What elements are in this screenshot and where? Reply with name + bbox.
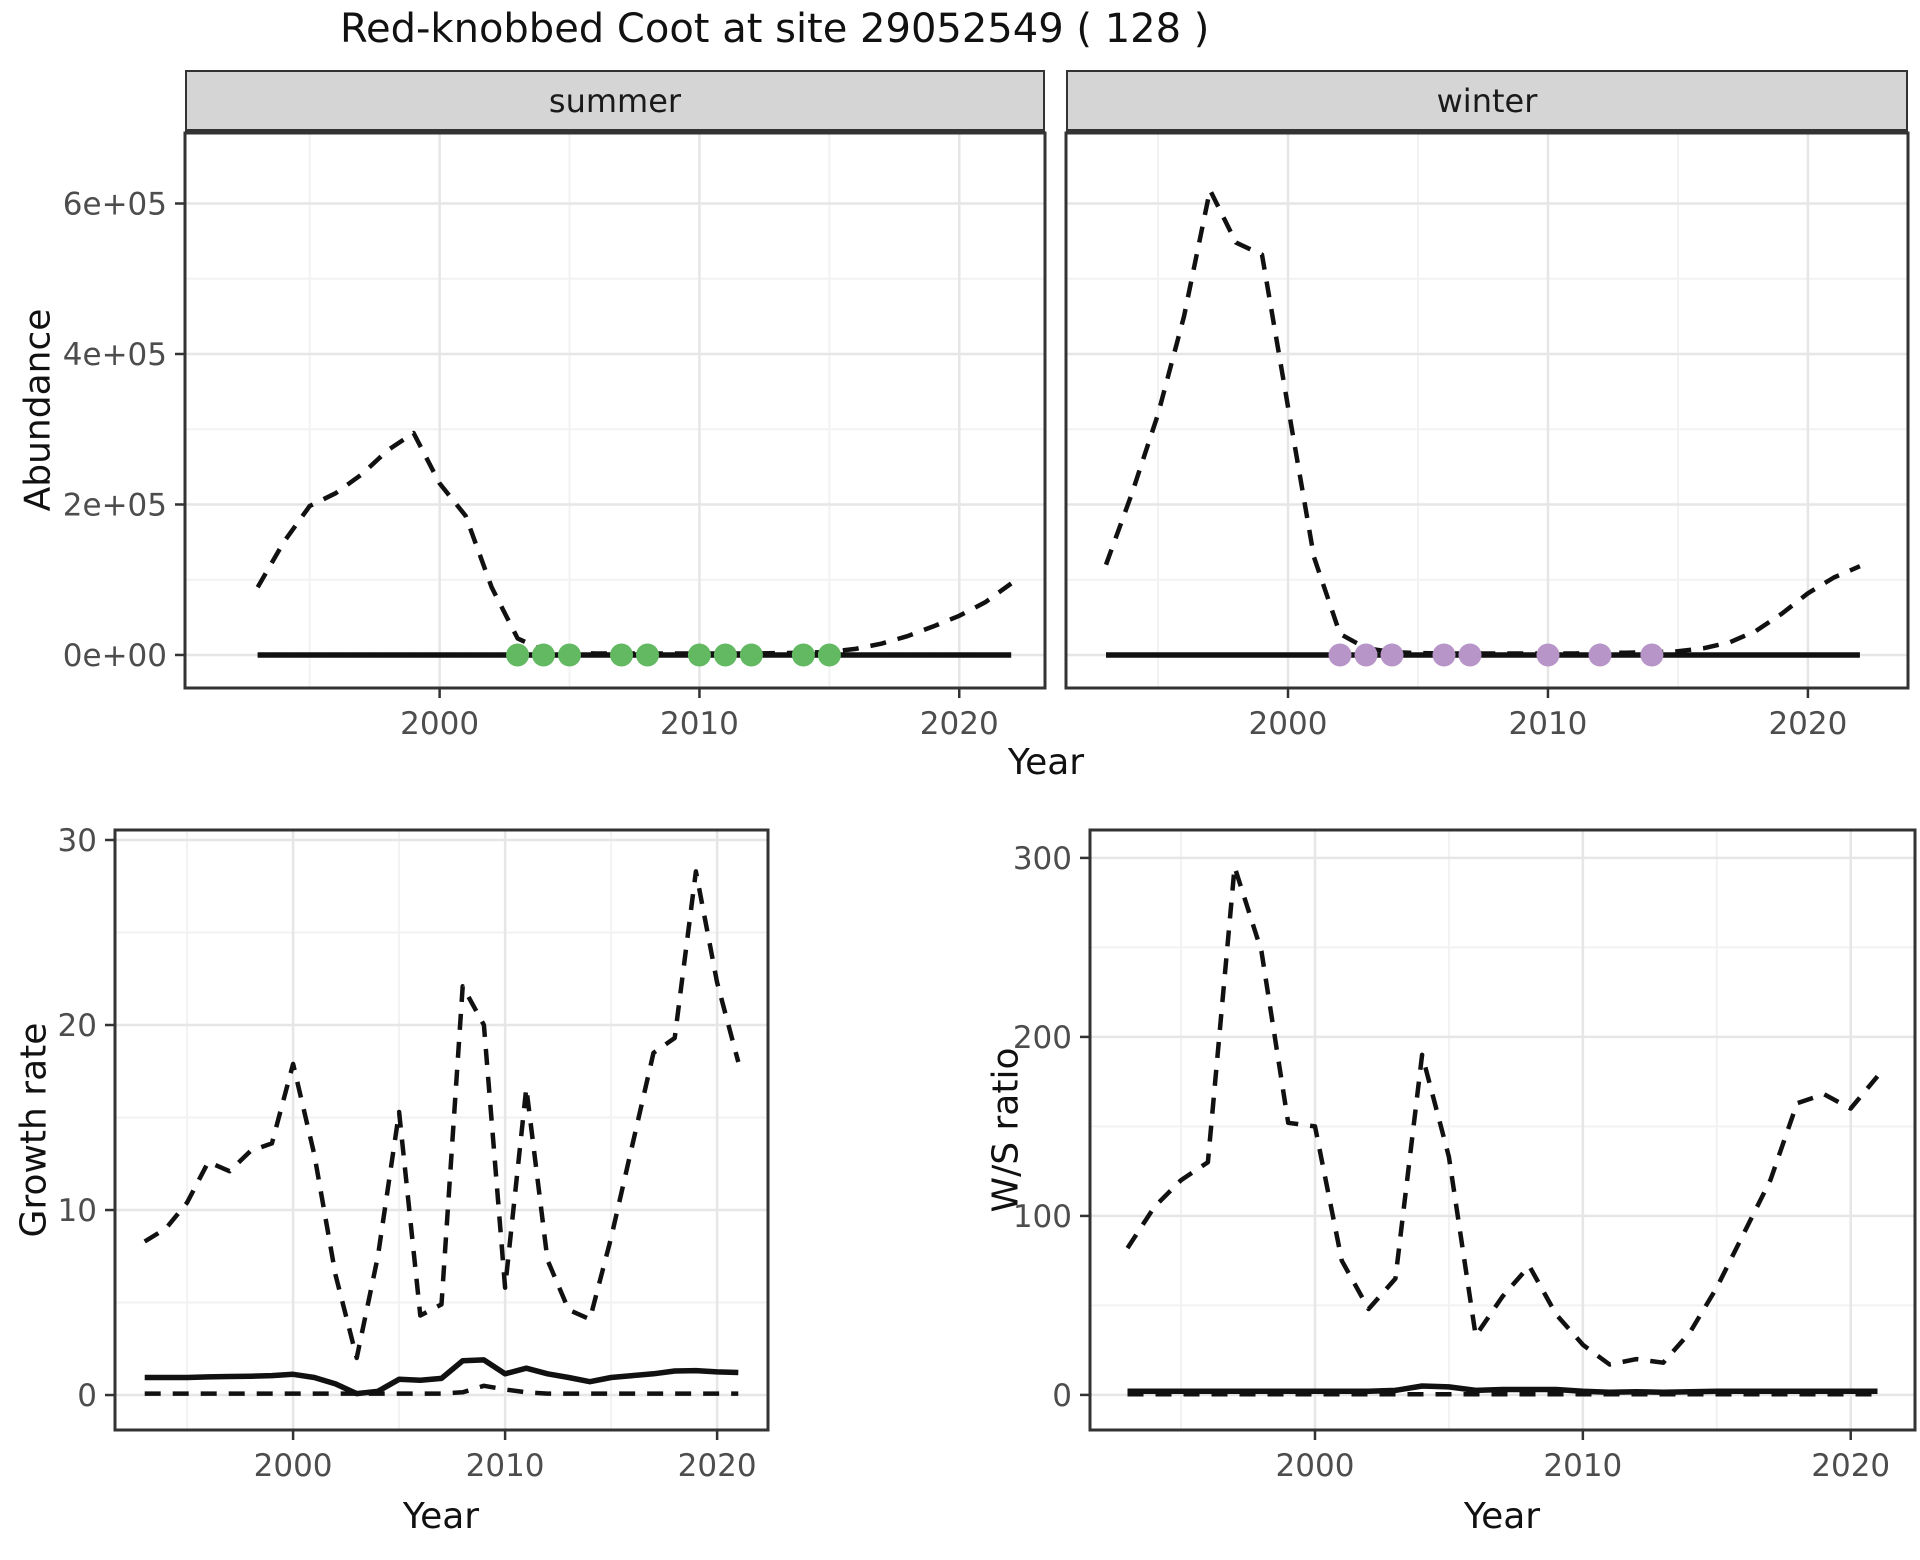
y-tick-label: 100 bbox=[1013, 1199, 1072, 1235]
survey-years-point bbox=[1432, 643, 1456, 667]
y-tick-label: 300 bbox=[1013, 841, 1072, 877]
series-median bbox=[1127, 1383, 1878, 1395]
facet-strip-summer-label: summer bbox=[548, 81, 682, 120]
panel-border bbox=[1064, 131, 1910, 690]
x-tick-label: 2020 bbox=[1811, 1448, 1890, 1484]
y-tick-label: 30 bbox=[58, 823, 97, 859]
panel-background bbox=[185, 133, 1045, 688]
x-axis-title-year-ws: Year bbox=[1463, 1496, 1541, 1537]
panel-abundance_summer: 2000 2010 2020 0e+00 2e+05 4e+05 6e+05 bbox=[63, 131, 1047, 742]
y-tick-label: 200 bbox=[1013, 1020, 1072, 1056]
x-tick-label: 2010 bbox=[1509, 706, 1588, 742]
panel-ws_ratio: 2000 2010 2020 0 100 200 300 bbox=[1013, 828, 1917, 1484]
survey-years-point bbox=[1354, 643, 1378, 667]
y-tick-label: 0 bbox=[77, 1378, 97, 1414]
y-tick-label: 0 bbox=[1052, 1378, 1072, 1414]
survey-years-point bbox=[532, 643, 555, 667]
series-upper_ci bbox=[255, 430, 1013, 656]
x-axis-title-year-top: Year bbox=[1007, 742, 1085, 783]
x-tick-label: 2000 bbox=[1276, 1448, 1355, 1484]
survey-years-point bbox=[791, 643, 815, 667]
panel-background bbox=[1066, 133, 1908, 688]
y-tick-label: 2e+05 bbox=[63, 487, 167, 523]
facet-strip-summer: summer bbox=[185, 70, 1045, 133]
y-tick-label: 10 bbox=[58, 1193, 97, 1229]
x-tick-label: 2020 bbox=[678, 1448, 757, 1484]
survey-years-point bbox=[713, 643, 737, 667]
panel-background bbox=[115, 830, 768, 1430]
y-tick-label: 4e+05 bbox=[63, 337, 167, 373]
chart-title: Red-knobbed Coot at site 29052549 ( 128 … bbox=[340, 6, 1210, 52]
facet-strip-winter: winter bbox=[1066, 70, 1908, 133]
survey-years-point bbox=[687, 643, 711, 667]
y-tick-label: 20 bbox=[58, 1008, 97, 1044]
x-tick-label: 2010 bbox=[1543, 1448, 1622, 1484]
y-axis-title-growth-rate: Growth rate bbox=[13, 1022, 55, 1238]
series-median bbox=[144, 1357, 739, 1397]
x-tick-label: 2010 bbox=[466, 1448, 545, 1484]
x-tick-label: 2020 bbox=[920, 706, 999, 742]
panel-border bbox=[183, 131, 1047, 690]
panel-abundance_winter: 2000 2010 2020 bbox=[1064, 131, 1910, 742]
panel-growth_rate: 2000 2010 2020 0 10 20 30 bbox=[58, 823, 770, 1484]
x-tick-label: 2010 bbox=[660, 706, 739, 742]
y-tick-label: 6e+05 bbox=[63, 187, 167, 223]
panel-border bbox=[1088, 828, 1917, 1432]
series-upper_ci bbox=[1125, 864, 1880, 1367]
survey-years-point bbox=[506, 643, 530, 667]
series-lower_ci bbox=[144, 1383, 739, 1396]
survey-years-point bbox=[1328, 643, 1352, 667]
y-axis-title-abundance: Abundance bbox=[17, 308, 59, 512]
survey-years-point bbox=[610, 643, 633, 667]
panel-background bbox=[1090, 830, 1915, 1430]
facet-strip-winter-label: winter bbox=[1436, 81, 1538, 120]
survey-years-point bbox=[817, 643, 841, 667]
survey-years-point bbox=[1536, 643, 1560, 667]
x-tick-label: 2000 bbox=[400, 706, 479, 742]
panel-border bbox=[113, 828, 770, 1432]
survey-years-point bbox=[1458, 643, 1482, 667]
survey-years-point bbox=[1380, 643, 1404, 667]
x-tick-label: 2000 bbox=[1249, 706, 1328, 742]
x-tick-label: 2000 bbox=[254, 1448, 333, 1484]
y-tick-label: 0e+00 bbox=[63, 638, 167, 674]
series-upper_ci bbox=[143, 869, 741, 1361]
survey-years-point bbox=[1588, 643, 1612, 667]
survey-years-point bbox=[636, 643, 659, 667]
y-axis-title-ws-ratio: W/S ratio bbox=[985, 1047, 1027, 1213]
x-axis-title-year-growth: Year bbox=[402, 1496, 480, 1537]
survey-years-point bbox=[1640, 643, 1664, 667]
survey-years-point bbox=[739, 643, 763, 667]
series-upper_ci bbox=[1103, 187, 1861, 656]
x-tick-label: 2020 bbox=[1768, 706, 1847, 742]
survey-years-point bbox=[558, 643, 581, 667]
